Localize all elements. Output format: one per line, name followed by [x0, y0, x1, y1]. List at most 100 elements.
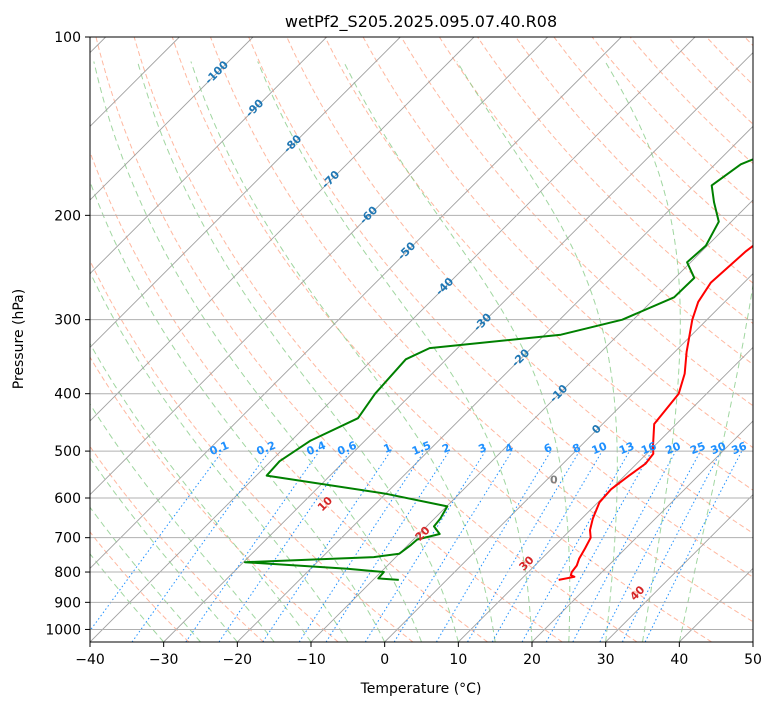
isotherm-label: -60	[357, 203, 380, 226]
mixing-ratio-line	[435, 450, 552, 642]
moist-adiabat-line	[90, 506, 201, 642]
dry-adiabat-line	[90, 150, 488, 642]
isotherm-line	[90, 37, 548, 496]
x-tick-label: 40	[670, 652, 688, 668]
mixing-ratio-line	[621, 450, 722, 642]
mixing-ratio-line	[393, 450, 513, 642]
y-axis-label: Pressure (hPa)	[11, 289, 27, 389]
mixing-ratio-label: 1.5	[410, 439, 433, 458]
x-tick-label: 20	[523, 652, 541, 668]
dry-adiabat-line	[90, 445, 264, 642]
mixing-ratio-label: 25	[688, 440, 707, 458]
dry-adiabat-line	[90, 356, 339, 642]
mixing-ratio-label: 0.1	[208, 439, 231, 458]
mixing-ratio-label: 30	[709, 439, 728, 457]
dewpoint-profile-line	[243, 158, 753, 581]
background-lines	[90, 37, 753, 642]
mixing-ratio-label: 16	[639, 439, 658, 457]
isotherm-line	[752, 641, 753, 642]
dry-adiabat-line	[744, 37, 753, 47]
dry-adiabat-line	[706, 37, 753, 86]
moist-adiabat-line	[90, 457, 238, 642]
dry-adiabat-line	[248, 37, 753, 578]
mixing-ratio-label: 0.6	[336, 439, 359, 458]
y-tick-label: 100	[54, 30, 81, 46]
isotherm-label: -30	[471, 310, 494, 333]
y-axis: 100 200 300 400 500 600 700 800 900 1000	[45, 30, 90, 638]
dry-adiabat-line	[286, 37, 753, 534]
mixing-ratio-label: 36	[730, 439, 749, 457]
mixing-ratio-label: 13	[617, 440, 636, 458]
mixing-ratio-label: 3	[476, 441, 488, 456]
dry-adiabat-label: 30	[517, 553, 537, 573]
mixing-ratio-line	[572, 450, 677, 642]
x-tick-label: 0	[380, 652, 389, 668]
isotherm-line	[310, 199, 753, 642]
moist-adiabat-line	[678, 282, 753, 642]
isotherm-label: -100	[202, 58, 231, 87]
plot-frame	[89, 36, 754, 643]
mixing-ratio-label: 1	[382, 441, 394, 456]
moist-adiabat-line	[90, 271, 349, 642]
x-axis: −40 −30 −20 −10 0 10 20 30 40 50	[75, 642, 762, 668]
dry-adiabat-line	[438, 37, 753, 366]
pressure-grid	[90, 37, 753, 630]
y-tick-label: 1000	[45, 622, 81, 638]
isotherm-line	[531, 420, 753, 642]
temperature-profile-line	[558, 244, 753, 581]
dry-adiabat-line	[133, 37, 638, 642]
moist-adiabat-line	[90, 180, 386, 642]
mixing-ratio-label: 6	[542, 441, 554, 456]
mixing-ratio-line	[545, 450, 653, 642]
isotherm-line	[90, 37, 475, 422]
isotherm-label: -20	[509, 346, 532, 369]
dry-adiabat-line	[324, 37, 753, 491]
dry-adiabat-line	[400, 37, 753, 407]
y-tick-label: 400	[54, 387, 81, 403]
isotherm-line	[679, 567, 753, 642]
y-tick-label: 300	[54, 313, 81, 329]
dry-adiabat-line	[591, 37, 753, 204]
mixing-ratio-label: 8	[571, 441, 583, 456]
mixing-ratio-line	[467, 450, 580, 642]
isotherm-label: -10	[547, 382, 570, 405]
x-tick-label: 50	[744, 652, 762, 668]
mixing-ratio-line	[521, 450, 630, 642]
mixing-ratio-label: 4	[503, 441, 515, 456]
dry-adiabat-label: 40	[627, 583, 647, 603]
dry-adiabat-line	[95, 37, 563, 642]
moist-adiabat-line	[90, 553, 165, 642]
mixing-ratio-label: 2	[440, 441, 452, 456]
moist-adiabat-line	[343, 61, 571, 642]
isotherm-line	[605, 494, 753, 642]
mixing-ratio-line	[599, 450, 701, 642]
mixing-ratio-line	[90, 450, 223, 632]
x-axis-label: Temperature (°C)	[360, 681, 482, 697]
zero-marker-label: 0	[550, 473, 558, 486]
moist-adiabat-line	[257, 61, 533, 642]
y-tick-label: 500	[54, 444, 81, 460]
mixing-ratio-label: 10	[590, 439, 609, 457]
mixing-ratio-line	[644, 450, 743, 642]
mixing-ratio-label: 20	[664, 439, 683, 457]
series-group	[243, 158, 753, 581]
dry-adiabat-line	[477, 37, 753, 325]
isotherm-label: 0	[589, 422, 604, 437]
mixing-ratio-line	[298, 450, 425, 642]
isotherm-line	[90, 37, 622, 569]
isotherm-line	[90, 37, 327, 275]
moist-adiabat-line	[604, 61, 681, 642]
x-tick-label: −40	[75, 652, 105, 668]
moist-adiabat-line	[93, 61, 422, 642]
mixing-ratio-line	[218, 450, 351, 642]
y-tick-label: 900	[54, 595, 81, 611]
isotherm-line	[163, 52, 753, 642]
mixing-ratio-label: 0.2	[255, 439, 278, 458]
dry-adiabat-line	[210, 37, 753, 623]
chart-title: wetPf2_S205.2025.095.07.40.R08	[285, 12, 557, 32]
isotherm-line	[90, 37, 401, 348]
isotherm-line	[458, 346, 753, 642]
x-tick-label: −10	[296, 652, 326, 668]
moist-adiabat-line	[90, 342, 312, 642]
